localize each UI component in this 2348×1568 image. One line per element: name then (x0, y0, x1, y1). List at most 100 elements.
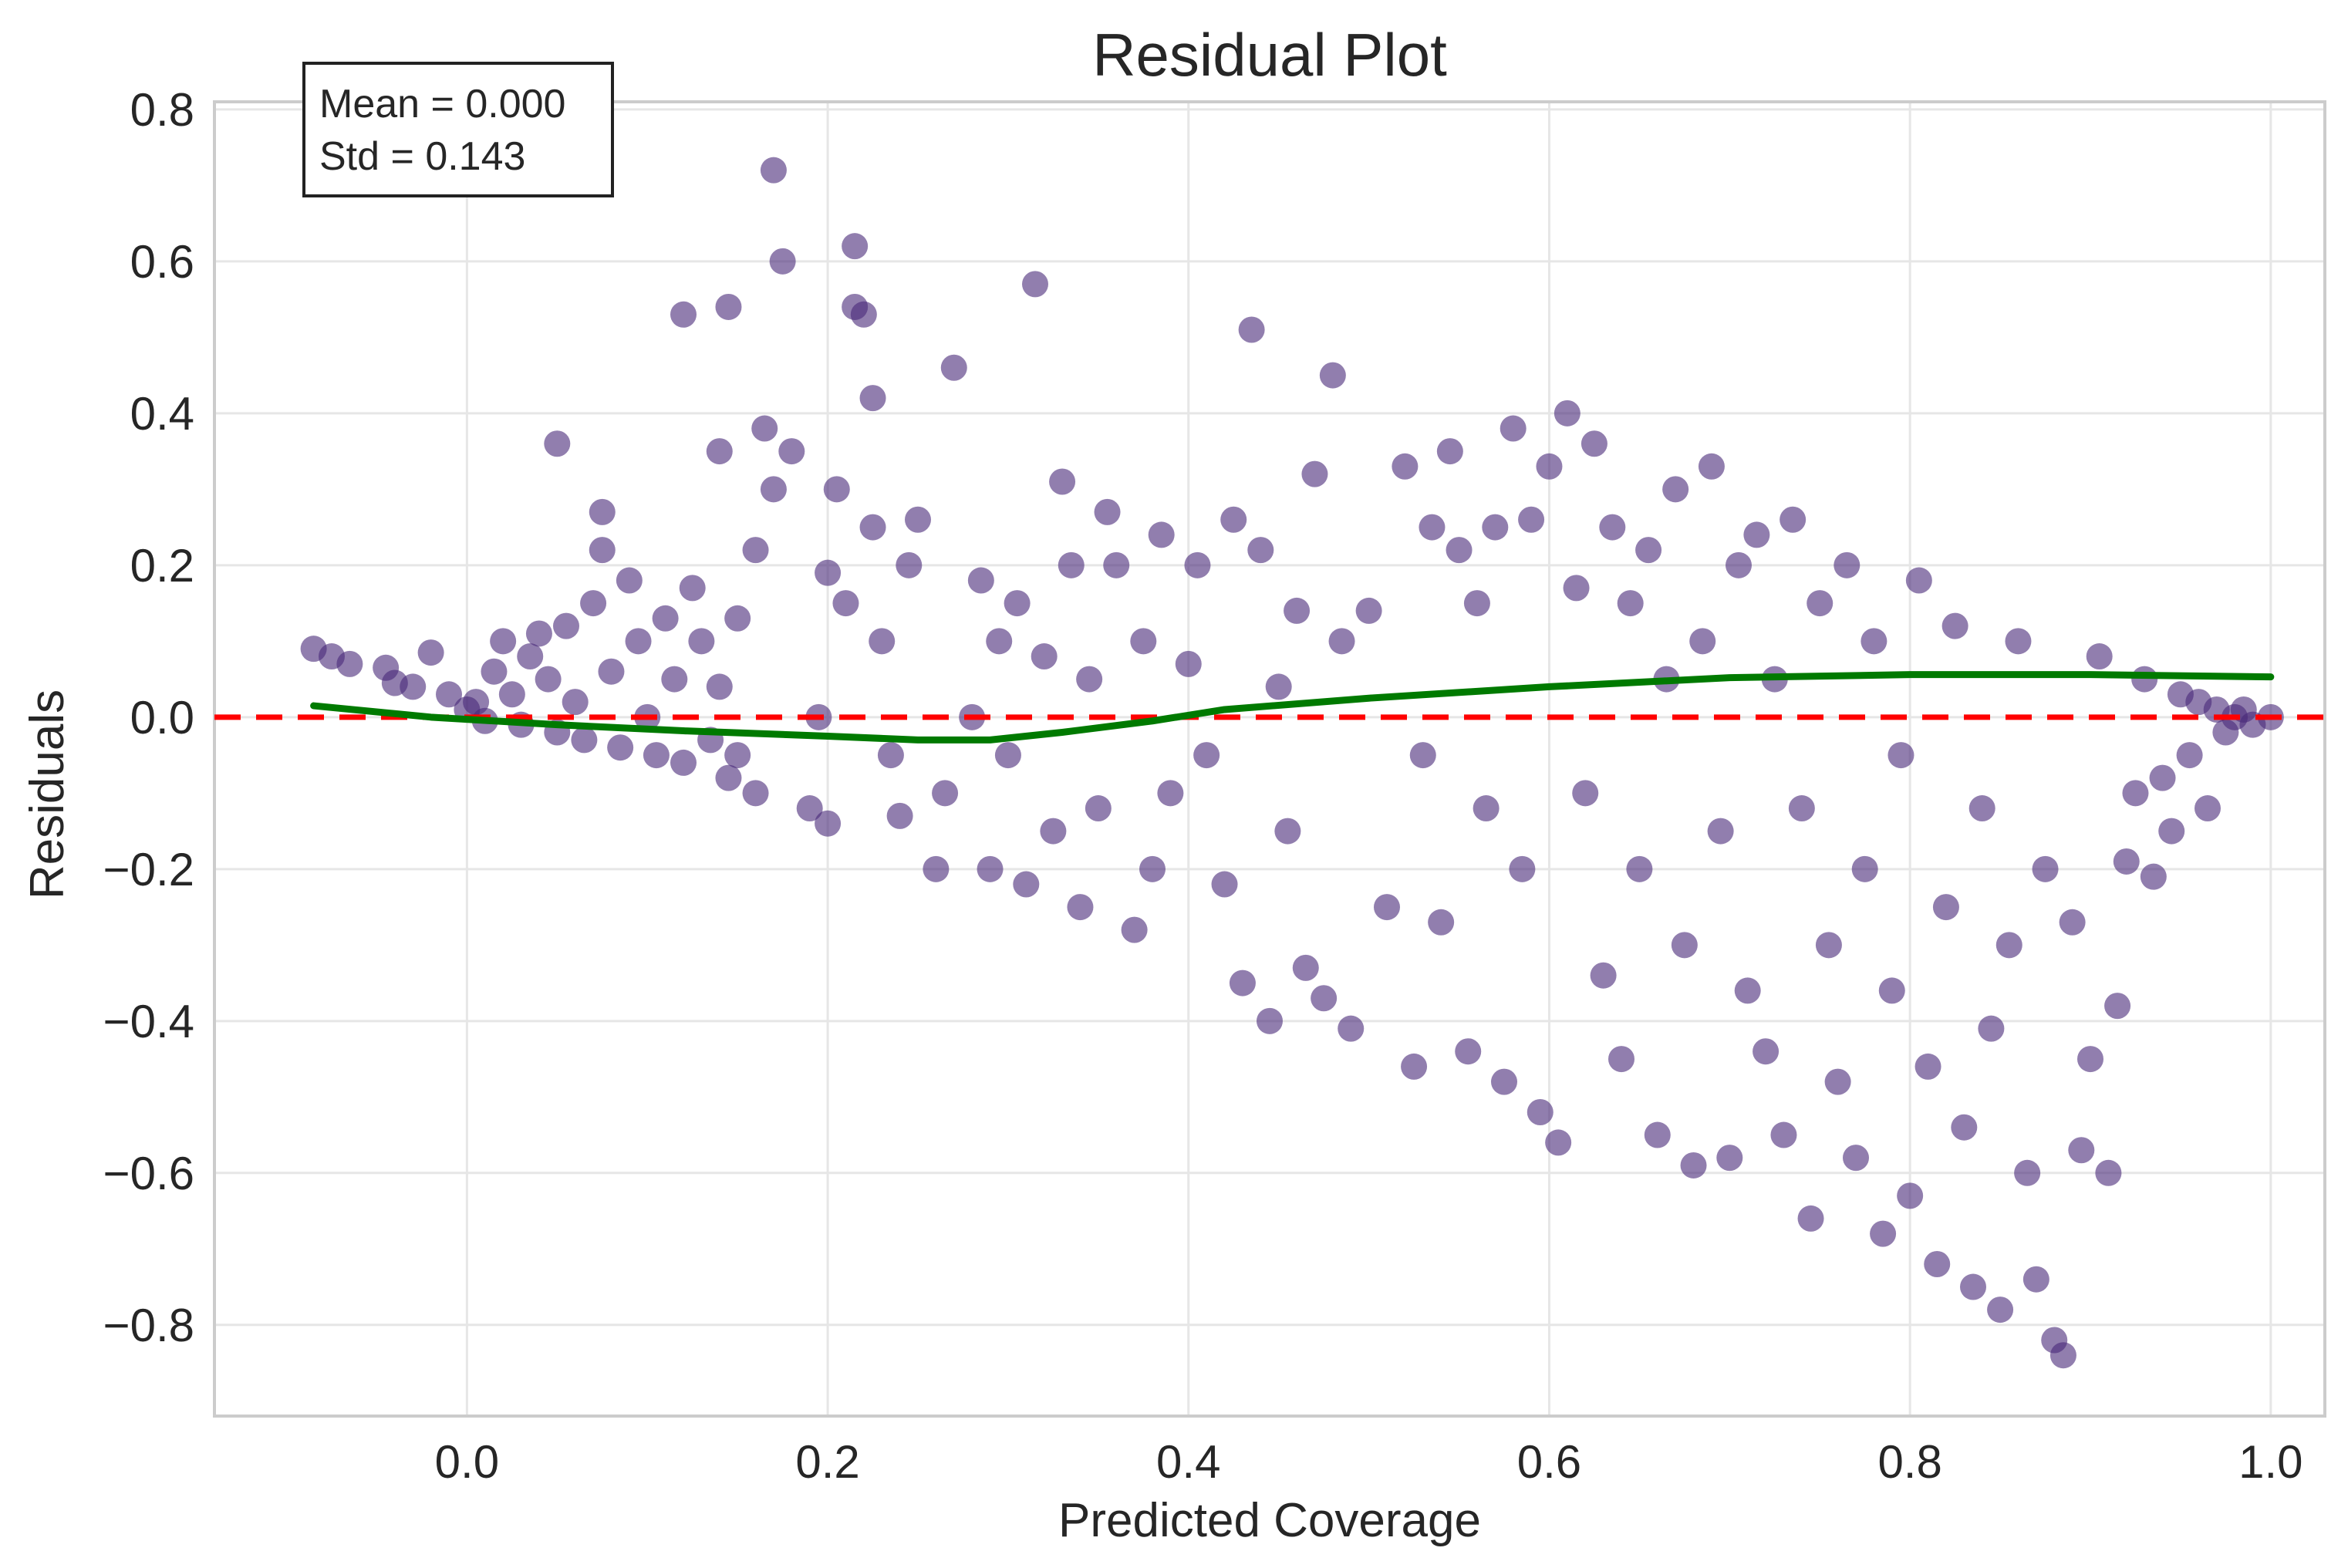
scatter-point (1265, 673, 1292, 700)
scatter-point (2122, 780, 2149, 807)
scatter-point (1374, 894, 1400, 921)
x-tick-label: 0.4 (1156, 1436, 1220, 1488)
x-tick-label: 0.6 (1517, 1436, 1581, 1488)
scatter-point (336, 650, 363, 677)
scatter-point (886, 802, 913, 829)
scatter-point (652, 605, 679, 632)
scatter-point (1914, 1053, 1941, 1080)
scatter-point (1743, 521, 1770, 548)
scatter-point (1500, 415, 1527, 442)
scatter-point (1599, 514, 1626, 541)
y-tick-label: −0.4 (103, 996, 194, 1047)
x-ticks: 0.0 0.2 0.4 0.6 0.8 1.0 (435, 1436, 2303, 1488)
scatter-point (535, 666, 562, 693)
scatter-point (1870, 1220, 1897, 1247)
scatter-point (1446, 537, 1473, 564)
scatter-point (1463, 590, 1490, 617)
scatter-point (1635, 537, 1662, 564)
scatter-point (1094, 498, 1121, 525)
scatter-point (1834, 551, 1861, 578)
scatter-point (742, 780, 769, 807)
scatter-point (715, 293, 742, 320)
scatter-point (589, 537, 616, 564)
scatter-point (1851, 855, 1878, 882)
scatter-point (1121, 916, 1148, 943)
scatter-point (562, 689, 589, 716)
scatter-point (1193, 742, 1220, 769)
scatter-point (1319, 362, 1346, 389)
scatter-point (1229, 969, 1256, 996)
scatter-point (625, 628, 652, 655)
scatter-point (1617, 590, 1644, 617)
scatter-point (1022, 271, 1048, 298)
stats-box-frame (302, 62, 614, 197)
scatter-point (1788, 795, 1815, 822)
y-tick-label: 0.8 (130, 84, 194, 136)
scatter-point (1536, 453, 1563, 480)
scatter-point (417, 639, 444, 666)
scatter-point (1878, 977, 1905, 1004)
scatter-point (1355, 597, 1382, 624)
scatter-point (2059, 909, 2086, 936)
scatter-point (832, 590, 859, 617)
scatter-point (1780, 506, 1807, 533)
scatter-point (1148, 521, 1175, 548)
y-ticks: −0.8 −0.6 −0.4 −0.2 0.0 0.2 0.4 0.6 0.8 (103, 84, 194, 1351)
scatter-point (1274, 818, 1301, 845)
scatter-point (1247, 537, 1274, 564)
scatter-point (1581, 430, 1608, 457)
scatter-point (760, 476, 787, 503)
scatter-point (1590, 962, 1617, 989)
y-axis-label: Residuals (21, 690, 74, 899)
scatter-point (842, 233, 869, 260)
scatter-point (1482, 514, 1509, 541)
scatter-point (498, 681, 525, 708)
scatter-point (1211, 871, 1238, 898)
scatter-point (2022, 1266, 2049, 1293)
scatter-point (1888, 742, 1914, 769)
scatter-point (1545, 1129, 1572, 1156)
scatter-point (490, 628, 517, 655)
scatter-point (2104, 993, 2131, 1020)
scatter-point (1978, 1015, 2005, 1042)
scatter-point (2113, 848, 2140, 875)
scatter-point (932, 780, 959, 807)
scatter-point (1968, 795, 1995, 822)
scatter-point (1924, 1251, 1951, 1278)
scatter-point (1527, 1099, 1554, 1126)
scatter-point (598, 658, 625, 685)
scatter-point (1662, 476, 1689, 503)
trend-line (310, 671, 2275, 744)
scatter-point (2086, 643, 2113, 670)
scatter-point (2131, 666, 2158, 693)
scatter-point (1311, 985, 1338, 1012)
stats-mean: Mean = 0.000 (319, 82, 565, 126)
scatter-point (1995, 932, 2022, 959)
scatter-point (661, 666, 688, 693)
scatter-point (706, 673, 733, 700)
scatter-point (670, 301, 697, 328)
scatter-point (1951, 1114, 1978, 1141)
scatter-point (1301, 460, 1328, 487)
scatter-point (1473, 795, 1500, 822)
scatter-point (905, 506, 931, 533)
scatter-point (769, 248, 796, 275)
scatter-point (1753, 1038, 1780, 1065)
scatter-point (2005, 628, 2032, 655)
scatter-point (1238, 316, 1265, 343)
scatter-point (778, 438, 805, 465)
scatter-point (706, 438, 733, 465)
scatter-point (877, 742, 904, 769)
scatter-point (1491, 1068, 1517, 1095)
scatter-point (1040, 818, 1067, 845)
scatter-point (1076, 666, 1103, 693)
scatter-point (1716, 1145, 1743, 1172)
scatter-point (2195, 795, 2221, 822)
scatter-point (859, 514, 886, 541)
scatter-point (2140, 863, 2167, 890)
scatter-point (589, 498, 616, 525)
scatter-point (823, 476, 850, 503)
x-tick-label: 0.2 (795, 1436, 859, 1488)
scatter-point (2149, 764, 2176, 791)
x-tick-label: 0.8 (1877, 1436, 1941, 1488)
